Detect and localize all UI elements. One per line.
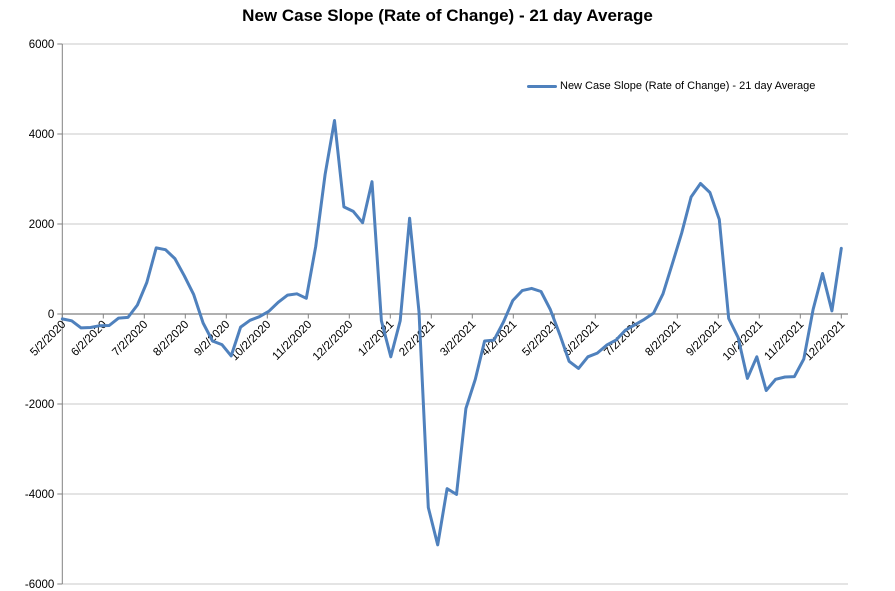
x-tick-label: 11/2/2020 <box>270 319 314 363</box>
x-tick-label: 12/2/2020 <box>311 319 356 364</box>
y-tick-label: -2000 <box>25 399 54 411</box>
y-tick-label: 2000 <box>29 219 55 231</box>
y-tick-label: 0 <box>48 309 54 321</box>
chart-legend: New Case Slope (Rate of Change) - 21 day… <box>527 80 815 92</box>
chart-title: New Case Slope (Rate of Change) - 21 day… <box>242 6 653 25</box>
y-tick-label: 4000 <box>29 129 55 141</box>
x-tick-label: 3/2/2021 <box>438 319 478 359</box>
y-tick-label: 6000 <box>29 39 55 51</box>
y-tick-label: -6000 <box>25 579 54 591</box>
x-tick-label: 11/2/2021 <box>762 319 806 363</box>
y-tick-label: -4000 <box>25 489 54 501</box>
y-axis: 6000 4000 2000 0 -2000 -4000 -6000 <box>25 39 63 591</box>
x-tick-label: 9/2/2021 <box>684 319 724 359</box>
x-axis: 5/2/2020 6/2/2020 7/2/2020 8/2/2020 9/2/2020… <box>28 313 848 364</box>
x-tick-label: 5/2/2021 <box>520 319 560 359</box>
x-tick-label: 4/2/2021 <box>479 319 519 359</box>
x-tick-label: 7/2/2020 <box>110 319 150 359</box>
series-line <box>60 119 843 547</box>
x-tick-label: 2/2/2021 <box>397 319 437 359</box>
legend-line-marker <box>527 84 557 88</box>
x-tick-label: 8/2/2021 <box>643 319 683 359</box>
legend-label: New Case Slope (Rate of Change) - 21 day… <box>560 80 816 92</box>
x-tick-label: 8/2/2020 <box>151 319 191 359</box>
